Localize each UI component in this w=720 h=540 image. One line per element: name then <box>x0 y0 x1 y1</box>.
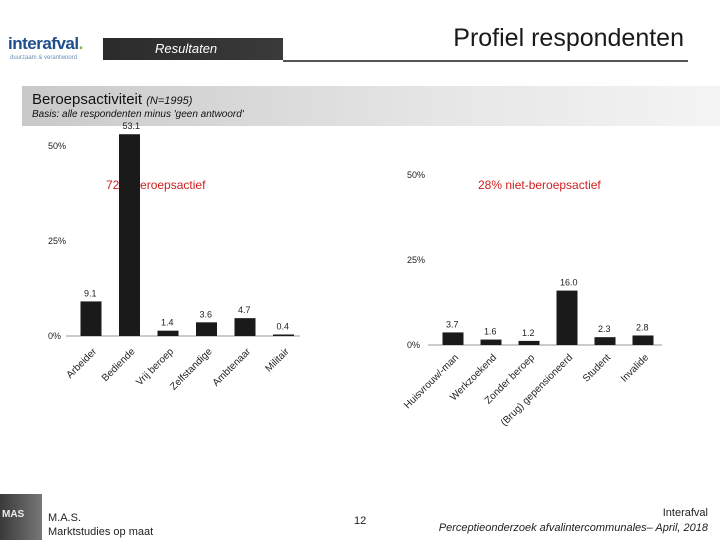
sample-size: (N=1995) <box>146 95 193 107</box>
section-label: Resultaten <box>155 41 218 56</box>
page-number: 12 <box>354 515 367 527</box>
subheader-band <box>22 86 720 126</box>
right-category-label: Huisvrouw/-man <box>402 352 461 411</box>
basis-note: Basis: alle respondenten minus 'geen ant… <box>32 109 244 120</box>
left-tick-label: 50% <box>48 141 66 151</box>
left-bar <box>157 330 179 336</box>
right-bar <box>480 339 502 345</box>
left-bar <box>196 322 217 336</box>
subheader-title-text: Beroepsactiviteit <box>32 91 143 108</box>
footer-company-name: M.A.S. <box>48 512 82 524</box>
left-data-label: 3.6 <box>200 309 213 319</box>
left-bar <box>234 318 256 336</box>
right-bar <box>632 335 654 345</box>
left-category-label: Ambtenaar <box>211 346 254 389</box>
left-category-label: Bediende <box>100 346 138 384</box>
right-category-label: Invalide <box>619 352 651 384</box>
left-category-label: Militair <box>263 346 292 375</box>
right-tick-label: 0% <box>407 340 420 350</box>
logo-tagline: duurzaam & verantwoord <box>10 55 78 61</box>
title-underline <box>283 60 688 62</box>
footer-logo-band <box>0 494 42 540</box>
footer-company-tagline: Marktstudies op maat <box>48 526 154 538</box>
brand-logo: interafval. duurzaam & verantwoord <box>8 34 108 64</box>
right-bar <box>518 340 540 345</box>
logo-name: interafval <box>8 34 79 53</box>
right-category-label: Student <box>581 352 613 384</box>
footer-badge: MAS <box>2 509 25 520</box>
left-bar <box>273 334 294 336</box>
left-tick-label: 25% <box>48 236 66 246</box>
page-title: Profiel respondenten <box>453 24 684 52</box>
footer-client: Interafval <box>662 507 708 519</box>
footer-right: Interafval Perceptieonderzoek afvalinter… <box>439 506 708 536</box>
right-tick-label: 50% <box>407 170 425 180</box>
right-data-label: 1.2 <box>522 328 535 338</box>
left-bar <box>80 301 102 336</box>
left-data-label: 1.4 <box>161 318 174 328</box>
left-data-label: 4.7 <box>238 305 251 315</box>
left-data-label: 0.4 <box>277 321 290 331</box>
right-data-label: 2.3 <box>598 324 611 334</box>
right-bar <box>556 290 578 345</box>
footer-company: M.A.S. Marktstudies op maat <box>48 511 153 539</box>
right-data-label: 3.7 <box>446 319 459 329</box>
left-data-label: 53.1 <box>123 121 141 131</box>
right-data-label: 1.6 <box>484 327 497 337</box>
right-data-label: 16.0 <box>560 278 578 288</box>
left-bar <box>119 134 140 336</box>
left-tick-label: 0% <box>48 331 61 341</box>
right-data-label: 2.8 <box>636 322 649 332</box>
right-tick-label: 25% <box>407 255 425 265</box>
right-group-heading: 28% niet-beroepsactief <box>478 178 601 192</box>
right-bar <box>594 337 616 345</box>
left-data-label: 9.1 <box>84 288 97 298</box>
footer-study: Perceptieonderzoek afvalintercommunales–… <box>438 522 708 534</box>
left-category-label: Zelfstandige <box>168 346 215 393</box>
subheader-title: Beroepsactiviteit (N=1995) <box>32 91 192 108</box>
left-category-label: Arbeider <box>65 346 100 381</box>
right-bar <box>442 332 464 345</box>
section-band <box>103 38 283 60</box>
right-category-label: (Brug) gepensioneerd <box>499 352 575 428</box>
